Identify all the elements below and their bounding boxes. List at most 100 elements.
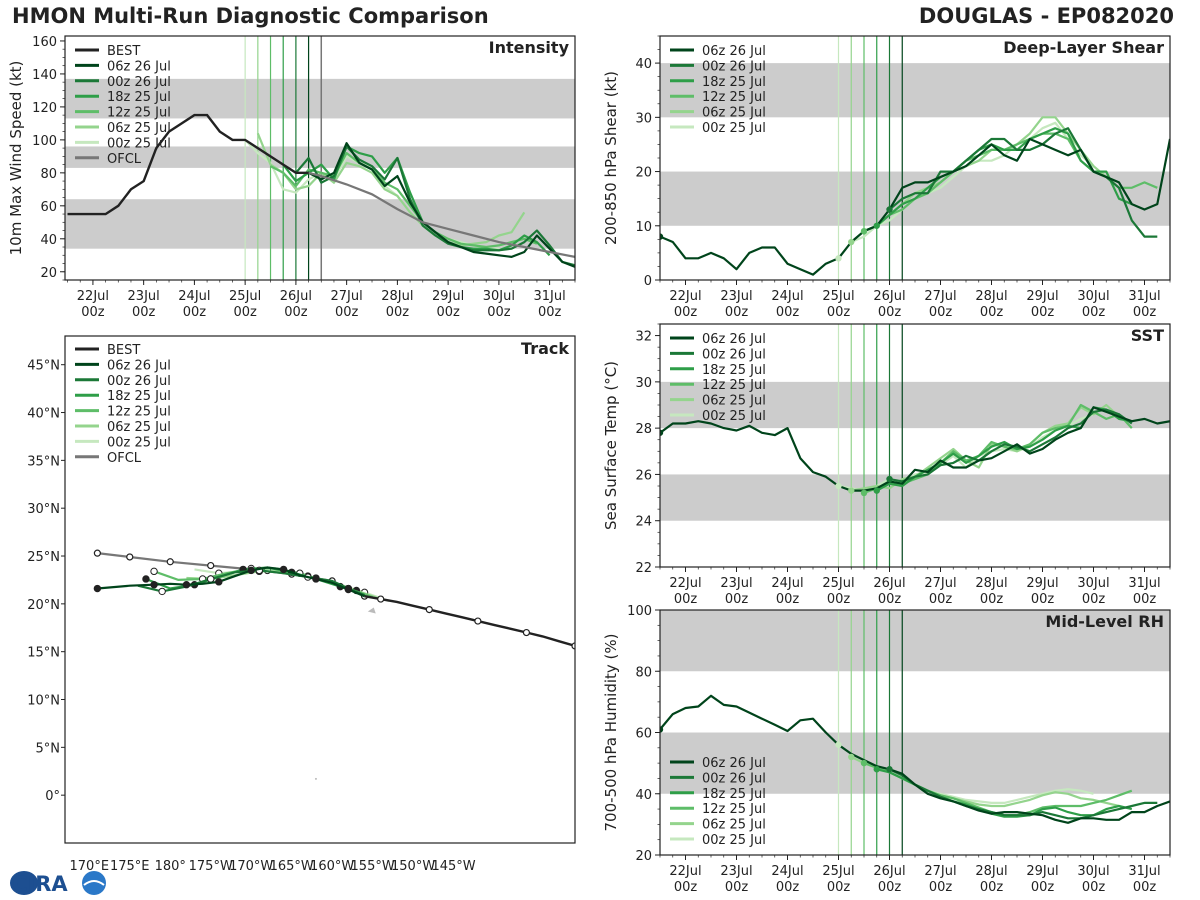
shear-xtick-label: 30Jul (1077, 289, 1109, 304)
track-ytick-label: 25°N (27, 550, 60, 565)
track-series-point (158, 587, 166, 596)
intensity-band (65, 78, 575, 119)
track-ofcl-point (93, 549, 101, 557)
figure-title: HMON Multi-Run Diagnostic Comparison (12, 4, 489, 28)
rh-init-marker (835, 741, 842, 748)
track-series-point (312, 575, 320, 583)
sst-xtick-label: 00z (929, 592, 953, 607)
track-legend-label: 18z 25 Jul (107, 389, 171, 404)
sst-series-line (889, 408, 1133, 483)
track-ofcl-line (97, 552, 365, 598)
track-legend-label: 06z 25 Jul (107, 420, 171, 435)
track-legend-label: 00z 26 Jul (107, 374, 171, 389)
rh-series-line (660, 694, 1170, 824)
rh-xtick-label: 31Jul (1128, 864, 1160, 879)
intensity-xtick-label: 31Jul (534, 289, 566, 304)
shear-series-line (660, 137, 1170, 276)
track-xtick-label: 150°W (391, 859, 435, 874)
intensity-series-line (308, 142, 575, 268)
shear-legend-label: 18z 25 Jul (702, 75, 766, 90)
track-xtick-label: 155°W (351, 859, 395, 874)
track-ytick-label: 30°N (27, 502, 60, 517)
intensity-ytick-label: 80 (40, 167, 57, 182)
sst-xtick-label: 00z (1082, 592, 1106, 607)
track-panel-title: Track (521, 339, 569, 358)
intensity-legend-label: 00z 26 Jul (107, 75, 171, 90)
track-legend-label: 00z 25 Jul (107, 435, 171, 450)
intensity-xtick-label: 23Jul (128, 289, 160, 304)
track-xtick-label: 170°E (70, 859, 110, 874)
shear-init-marker (873, 222, 880, 229)
track-ytick-label: 0° (45, 789, 60, 804)
logo-globe-icon (10, 871, 38, 895)
intensity-xtick-label: 00z (284, 305, 308, 320)
rh-series-line (889, 768, 1158, 820)
shear-ytick-label: 20 (635, 166, 652, 181)
sst-xtick-label: 28Jul (975, 576, 1007, 591)
intensity-frame (64, 35, 576, 281)
track-frame (64, 335, 576, 844)
track-xtick-label: 175°E (110, 859, 150, 874)
sst-legend-label: 12z 25 Jul (702, 378, 766, 393)
track-xtick-label: 175°W (189, 859, 233, 874)
rh-legend-label: 00z 26 Jul (702, 771, 766, 786)
rh-ytick-label: 80 (635, 665, 652, 680)
sst-xtick-label: 00z (1133, 592, 1157, 607)
rh-xtick-label: 22Jul (669, 864, 701, 879)
sst-ylabel: Sea Surface Temp (°C) (602, 361, 620, 530)
panel-rh: 2040608010022Jul00z23Jul00z24Jul00z25Jul… (602, 604, 1171, 895)
rh-xtick-label: 00z (827, 880, 851, 895)
shear-xtick-label: 23Jul (720, 289, 752, 304)
intensity-ytick-label: 140 (32, 68, 57, 83)
hawaii-island-shape (367, 607, 376, 614)
rh-xtick-label: 30Jul (1077, 864, 1109, 879)
shear-init-marker (886, 206, 893, 213)
sst-init-marker (660, 429, 664, 436)
shear-xtick-label: 00z (776, 305, 800, 320)
panel-track: 0° 5°N 10°N 15°N 20°N 25°N 30°N 35°N 40°N 45°N 170… (27, 335, 576, 874)
rh-init-marker (886, 766, 893, 773)
intensity-legend-label: BEST (107, 44, 140, 59)
intensity-best-line (67, 113, 309, 216)
sst-xtick-label: 00z (776, 592, 800, 607)
track-legend-label: OFCL (107, 451, 142, 466)
shear-xtick-label: 26Jul (873, 289, 905, 304)
track-best-point (474, 617, 482, 625)
track-ofcl-point (126, 553, 134, 561)
track-legend-label: 06z 26 Jul (107, 358, 171, 373)
shear-legend-label: 06z 26 Jul (702, 44, 766, 59)
rh-ylabel: 700-500 hPa Humidity (%) (602, 633, 620, 831)
intensity-xtick-label: 00z (183, 305, 207, 320)
intensity-ytick-label: 160 (32, 35, 57, 50)
sst-ytick-label: 32 (635, 330, 652, 345)
sst-init-marker (873, 487, 880, 494)
sst-legend-label: 06z 25 Jul (702, 394, 766, 409)
rh-xtick-label: 00z (1031, 880, 1055, 895)
rh-ytick-label: 100 (627, 604, 652, 619)
sst-xtick-label: 30Jul (1077, 576, 1109, 591)
sst-init-marker (860, 489, 868, 497)
intensity-xtick-label: 27Jul (331, 289, 363, 304)
track-ytick-label: 5°N (36, 741, 61, 756)
track-series-point (182, 581, 191, 589)
intensity-xtick-label: 00z (132, 305, 156, 320)
shear-xtick-label: 00z (674, 305, 698, 320)
intensity-xtick-label: 28Jul (381, 289, 413, 304)
track-series-point (247, 566, 255, 575)
intensity-ytick-label: 120 (32, 101, 57, 116)
logo-text: CIRA (12, 872, 68, 896)
track-best-line (364, 595, 575, 648)
rh-xtick-label: 28Jul (975, 864, 1007, 879)
sst-xtick-label: 26Jul (873, 576, 905, 591)
rh-xtick-label: 00z (1082, 880, 1106, 895)
rh-ytick-label: 20 (635, 849, 652, 864)
shear-xtick-label: 28Jul (975, 289, 1007, 304)
sst-init-marker (848, 487, 855, 494)
shear-xtick-label: 29Jul (1026, 289, 1058, 304)
track-series-point (279, 565, 288, 574)
track-xtick-label: 170°W (229, 859, 273, 874)
intensity-ytick-label: 100 (32, 134, 57, 149)
sst-panel-title: SST (1131, 326, 1164, 345)
shear-xtick-label: 00z (1031, 305, 1055, 320)
shear-ytick-label: 0 (644, 274, 652, 289)
